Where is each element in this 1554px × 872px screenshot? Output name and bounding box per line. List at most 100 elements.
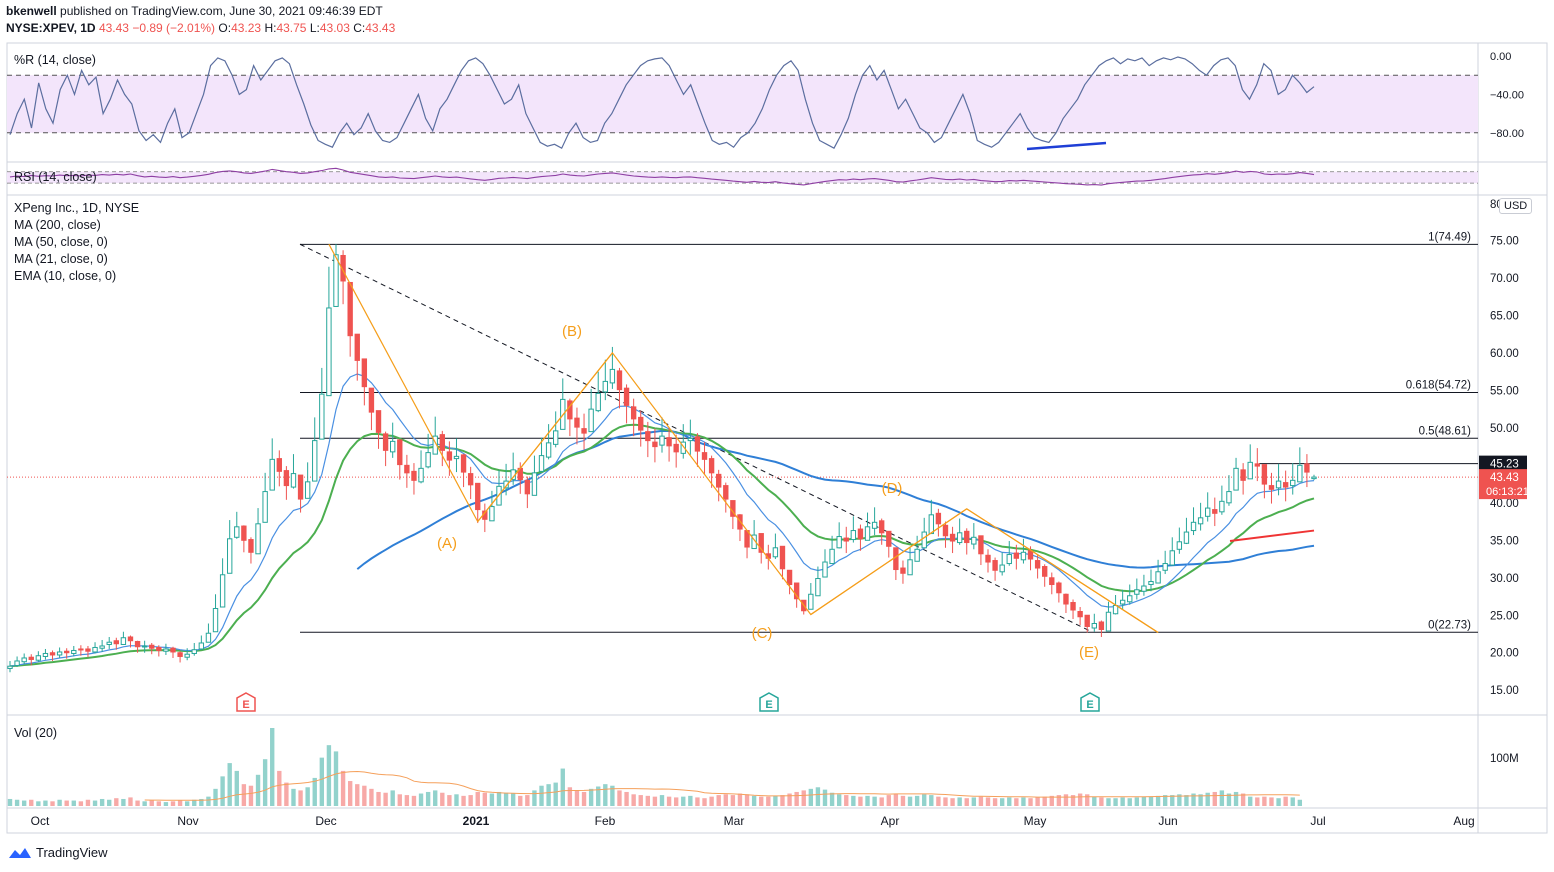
legend-ma200[interactable]: MA (200, close) [14, 218, 101, 232]
volume-bar [510, 793, 516, 806]
candle-body [1275, 480, 1282, 489]
volume-bar [121, 798, 126, 806]
close-value: 43.43 [365, 21, 396, 35]
volume-bar [1021, 797, 1026, 806]
volume-bar [312, 777, 317, 806]
volume-bar [404, 795, 410, 806]
candle-body [375, 410, 382, 433]
candle-body [269, 458, 275, 491]
symbol-label: NYSE:XPEV, 1D [6, 21, 96, 35]
candle-body [1077, 611, 1083, 618]
volume-bar [759, 796, 764, 806]
volume-bar [1014, 798, 1019, 806]
volume-bar [957, 797, 962, 806]
resistance-tag-label: 45.23 [1490, 459, 1519, 471]
price-panel: 1(74.49) 0.618(54.72) 0.5(48.61) 0(22.73) (A… [7, 231, 1478, 712]
price-tick: 40.00 [1490, 498, 1519, 510]
volume-bar [773, 795, 778, 806]
legend-ma50[interactable]: MA (50, close, 0) [14, 235, 108, 249]
candle-body [992, 560, 998, 571]
candle-body [134, 640, 141, 648]
volume-bar [964, 798, 969, 806]
vol-legend[interactable]: Vol (20) [14, 726, 58, 740]
candle-body [879, 520, 885, 534]
rsi-band [7, 171, 1478, 184]
volume-bar [156, 801, 162, 806]
candle-body [1098, 621, 1105, 630]
candle-body [7, 665, 13, 669]
volume-bar [1092, 796, 1097, 806]
candle-body [942, 524, 949, 537]
countdown-label: 06:13:21 [1486, 486, 1529, 498]
candle-body [283, 470, 290, 487]
main-legend-title[interactable]: XPeng Inc., 1D, NYSE [14, 201, 140, 215]
candle-body [503, 480, 509, 489]
candle-body [808, 593, 814, 610]
last-price-tag [1479, 469, 1527, 500]
candle-body [1162, 563, 1168, 571]
candle-body [1190, 521, 1197, 532]
candle-body [1056, 582, 1062, 594]
volume-bar [454, 794, 459, 806]
candle-body [149, 644, 155, 649]
volume-bar [369, 788, 374, 806]
time-tick: May [1024, 814, 1047, 828]
candle-body [999, 564, 1005, 573]
wr-legend[interactable]: %R (14, close) [14, 53, 96, 67]
volume-bar [192, 799, 197, 806]
price-tick: 15.00 [1490, 685, 1519, 697]
candle-body [723, 485, 729, 500]
candle-body [28, 656, 34, 660]
candle-body [361, 358, 368, 388]
volume-bar [213, 788, 218, 806]
volume-bar [57, 799, 62, 806]
volume-bar [1148, 796, 1154, 806]
candle-body [248, 539, 254, 553]
ma200-line [1229, 529, 1315, 543]
volume-bar [567, 787, 573, 806]
volume-bar [326, 745, 332, 806]
candle-body [99, 645, 105, 649]
volume-bar [865, 795, 870, 806]
candle-body [212, 608, 219, 633]
rsi-legend[interactable]: RSI (14, close) [14, 170, 97, 184]
candle-body [1127, 595, 1133, 603]
volume-bar [702, 798, 707, 806]
candle-body [609, 368, 616, 384]
volume-bar [425, 791, 431, 806]
legend-ma21[interactable]: MA (21, close, 0) [14, 252, 108, 266]
wr-tick: −80.00 [1490, 128, 1524, 140]
candle-body [1261, 464, 1268, 485]
volume-bar [411, 795, 417, 806]
earnings-mark-label: E [242, 699, 249, 711]
currency-button[interactable]: USD [1499, 198, 1533, 214]
candle-body [64, 650, 70, 654]
fib-level-label: 0(22.73) [1428, 619, 1471, 631]
price-tick: 25.00 [1490, 610, 1519, 622]
candle-body [1254, 463, 1260, 467]
volume-bar [659, 795, 665, 806]
volume-bar [1276, 798, 1281, 806]
author-name[interactable]: bkenwell [6, 4, 57, 18]
candle-body [1134, 589, 1140, 595]
candle-body [1105, 611, 1112, 632]
volume-bar [822, 789, 828, 806]
volume-bar [844, 795, 849, 806]
candle-body [1169, 550, 1175, 566]
candle-body [1027, 550, 1034, 560]
wave-channel [966, 508, 1159, 633]
volume-bar [985, 797, 991, 806]
volume-bar [992, 798, 998, 806]
candle-body [1212, 509, 1218, 514]
time-tick: Jul [1310, 814, 1325, 828]
volume-ma-line [144, 770, 1300, 801]
volume-bar [14, 799, 20, 806]
candle-body [864, 526, 871, 541]
candle-body [127, 636, 134, 642]
candle-body [1063, 593, 1069, 605]
volume-bar [978, 796, 984, 806]
volume-bar [539, 785, 544, 806]
legend-ema10[interactable]: EMA (10, close, 0) [14, 269, 117, 283]
candle-body [793, 582, 800, 600]
